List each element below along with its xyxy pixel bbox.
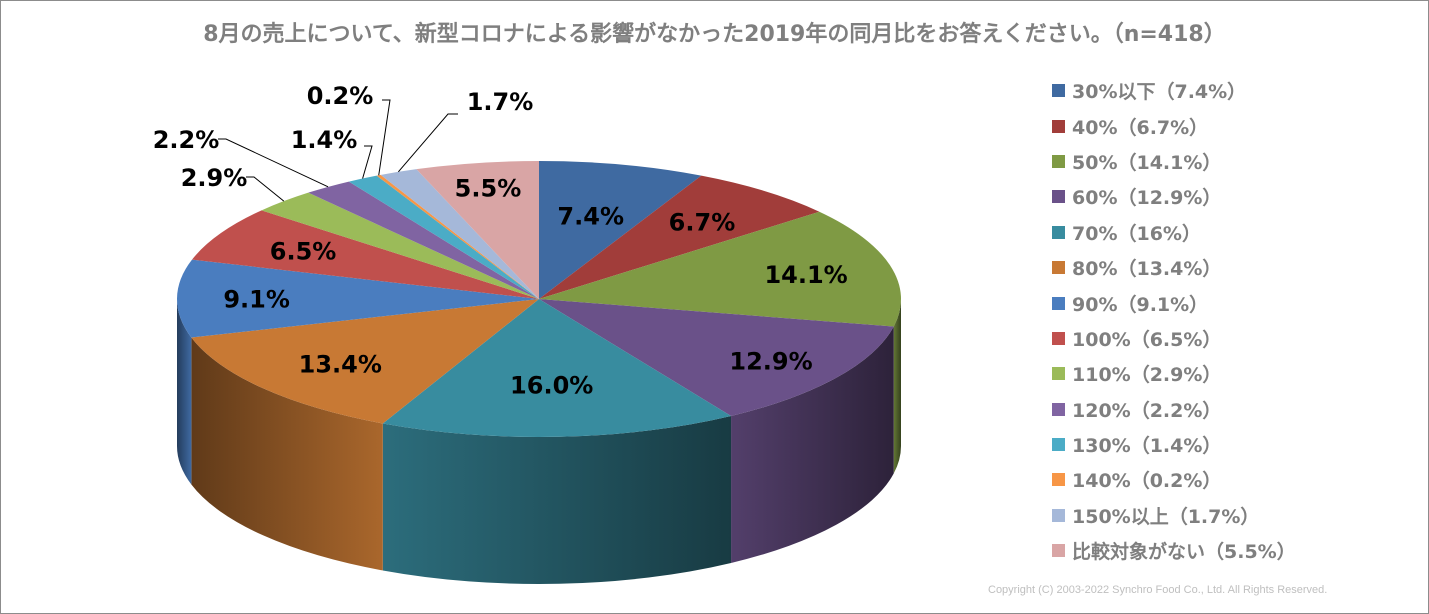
data-label-8: 2.9%	[181, 164, 248, 192]
legend-item: 140%（0.2%）	[1052, 462, 1296, 497]
legend-swatch	[1052, 438, 1065, 452]
data-label-10: 1.4%	[291, 126, 358, 154]
legend-item: 90%（9.1%）	[1052, 285, 1296, 320]
legend-item: 100%（6.5%）	[1052, 321, 1296, 356]
legend-item: 130%（1.4%）	[1052, 427, 1296, 462]
pie-slice-2	[539, 211, 901, 327]
pie-slice-5	[191, 299, 539, 424]
legend-item: 150%以上（1.7%）	[1052, 498, 1296, 533]
legend-label: 60%（12.9%）	[1072, 187, 1222, 210]
legend-swatch	[1052, 84, 1065, 98]
legend-swatch	[1052, 154, 1065, 168]
legend-label: 140%（0.2%）	[1072, 470, 1222, 493]
legend-swatch	[1052, 261, 1065, 275]
legend-label: 110%（2.9%）	[1072, 364, 1222, 387]
legend-label: 50%（14.1%）	[1072, 151, 1222, 174]
data-label-3: 12.9%	[729, 347, 812, 375]
pie-slice-0	[539, 161, 702, 299]
pie-side-4	[382, 415, 732, 584]
data-label-4: 16.0%	[510, 371, 593, 399]
legend-label: 100%（6.5%）	[1072, 328, 1222, 351]
legend-item: 80%（13.4%）	[1052, 250, 1296, 285]
legend-swatch	[1052, 367, 1065, 381]
legend-label: 40%（6.7%）	[1072, 116, 1209, 139]
pie-slice-13	[416, 161, 539, 299]
legend-swatch	[1052, 296, 1065, 310]
pie-side-6	[177, 299, 192, 485]
legend-label: 150%以上（1.7%）	[1072, 505, 1260, 528]
chart-title: 8月の売上について、新型コロナによる影響がなかった2019年の同月比をお答えくだ…	[203, 22, 1226, 47]
pie-side-2	[893, 299, 901, 474]
data-label-13: 5.5%	[455, 175, 522, 203]
data-label-0: 7.4%	[557, 203, 624, 231]
pie-slice-1	[539, 175, 820, 299]
data-label-6: 9.1%	[223, 286, 290, 314]
legend-item: 70%（16%）	[1052, 215, 1296, 250]
legend-swatch	[1052, 119, 1065, 133]
leader-line-10	[362, 145, 373, 179]
pie-slice-11	[376, 174, 539, 299]
data-label-5: 13.4%	[299, 350, 382, 378]
legend-swatch	[1052, 544, 1065, 558]
legend-label: 30%以下（7.4%）	[1072, 81, 1247, 104]
legend-label: 70%（16%）	[1072, 222, 1201, 245]
legend-item: 比較対象がない（5.5%）	[1052, 533, 1296, 568]
legend-label: 90%（9.1%）	[1072, 293, 1209, 316]
pie-slice-9	[308, 181, 539, 299]
legend-swatch	[1052, 508, 1065, 522]
copyright-text: Copyright (C) 2003-2022 Synchro Food Co.…	[988, 584, 1328, 596]
pie-slice-10	[348, 175, 539, 299]
pie-slice-6	[176, 259, 539, 338]
legend-item: 30%以下（7.4%）	[1052, 73, 1296, 108]
pie-slice-3	[539, 299, 894, 416]
pie-slice-7	[192, 210, 539, 299]
legend-label: 120%（2.2%）	[1072, 399, 1222, 422]
legend: 30%以下（7.4%） 40%（6.7%） 50%（14.1%） 60%（12.9%）…	[1052, 73, 1296, 568]
legend-item: 110%（2.9%）	[1052, 356, 1296, 391]
data-label-12: 1.7%	[467, 88, 534, 116]
pie-side-5	[191, 337, 383, 571]
legend-swatch	[1052, 402, 1065, 416]
legend-swatch	[1052, 190, 1065, 204]
legend-item: 40%（6.7%）	[1052, 108, 1296, 143]
legend-swatch	[1052, 473, 1065, 487]
pie-side-3	[731, 326, 894, 563]
leader-line-8	[246, 176, 285, 202]
data-label-2: 14.1%	[764, 261, 847, 289]
legend-item: 50%（14.1%）	[1052, 144, 1296, 179]
legend-item: 120%（2.2%）	[1052, 392, 1296, 427]
pie-slice-12	[380, 169, 539, 299]
leader-line-12	[397, 113, 458, 173]
pie-slice-8	[261, 192, 539, 299]
data-label-7: 6.5%	[270, 238, 337, 266]
data-label-11: 0.2%	[307, 82, 374, 110]
leader-line-9	[218, 138, 329, 188]
legend-item: 60%（12.9%）	[1052, 179, 1296, 214]
leader-line-11	[378, 99, 391, 176]
legend-label: 80%（13.4%）	[1072, 258, 1222, 281]
pie-slice-4	[382, 299, 732, 437]
legend-swatch	[1052, 225, 1065, 239]
data-label-9: 2.2%	[153, 126, 220, 154]
data-label-1: 6.7%	[669, 208, 736, 236]
legend-swatch	[1052, 331, 1065, 345]
legend-label: 130%（1.4%）	[1072, 435, 1222, 458]
legend-label: 比較対象がない（5.5%）	[1072, 541, 1296, 564]
